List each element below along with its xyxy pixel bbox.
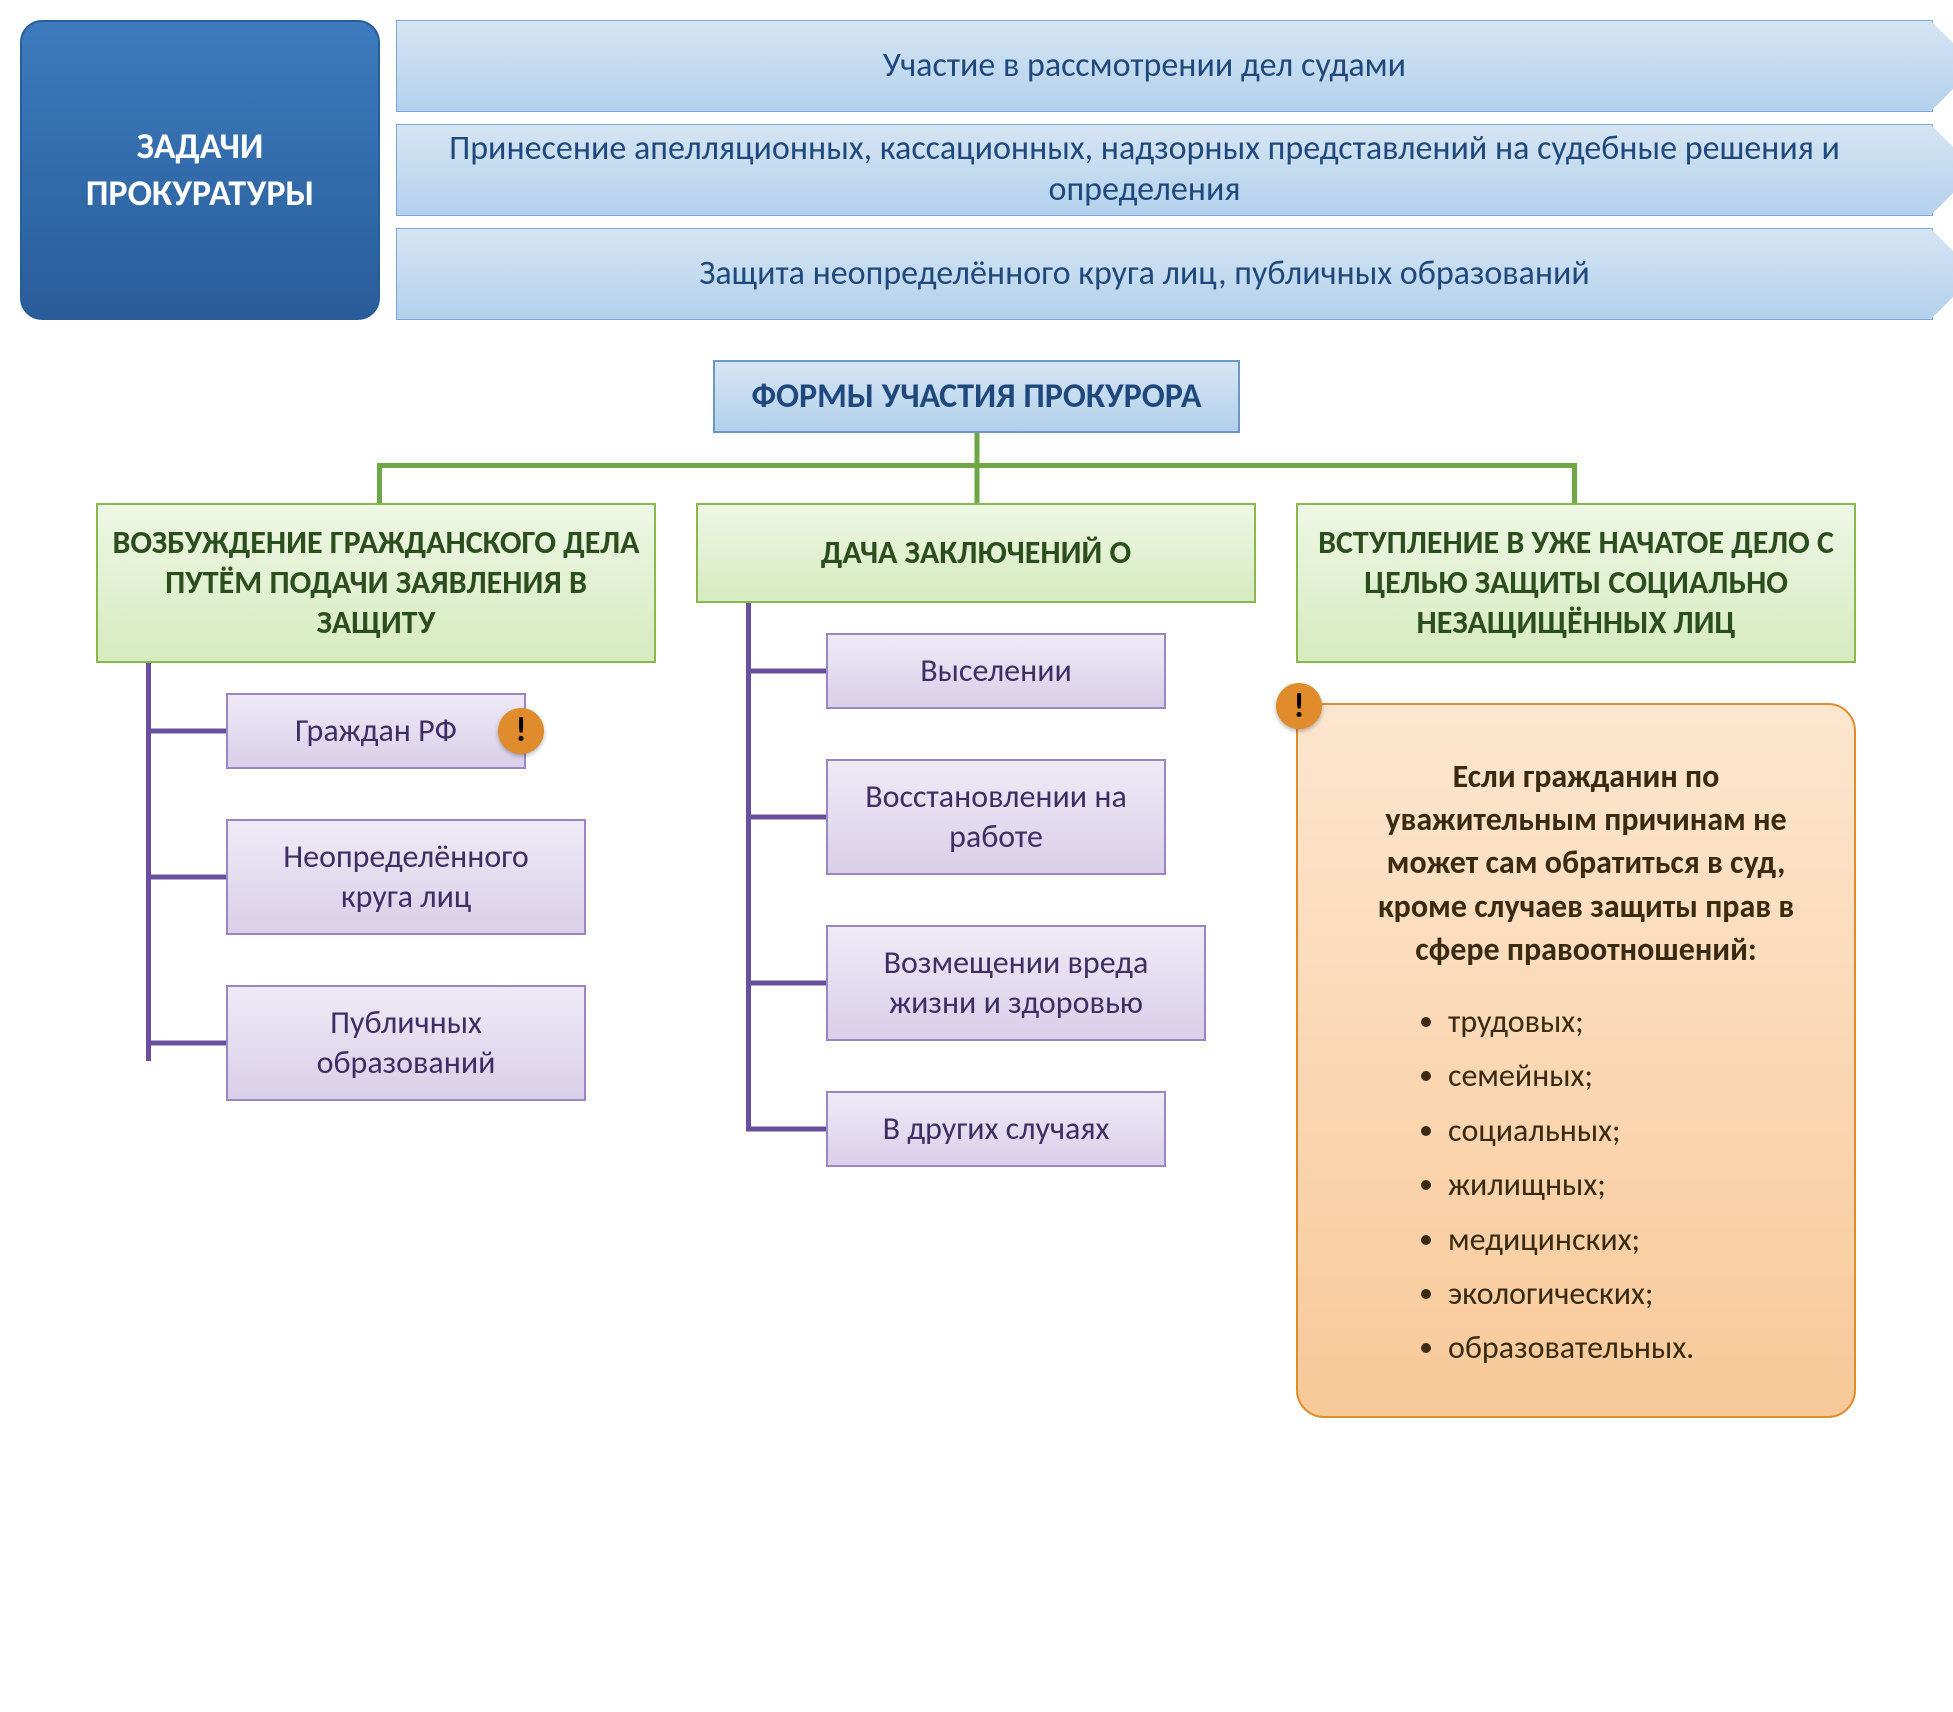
task-arrow-label: Принесение апелляционных, кассационных, … [417, 129, 1872, 211]
note-bullet: семейных; [1448, 1049, 1814, 1103]
diagram-root: ЗАДАЧИ ПРОКУРАТУРЫ Участие в рассмотрени… [20, 20, 1933, 1418]
item-label: Выселении [920, 651, 1072, 690]
item-box: Неопределённого круга лиц [226, 819, 586, 935]
note-bullet: образовательных. [1448, 1321, 1814, 1375]
tasks-title: ЗАДАЧИ ПРОКУРАТУРЫ [42, 123, 358, 217]
item-box: В других случаях [826, 1091, 1166, 1167]
forms-columns: ВОЗБУЖДЕНИЕ ГРАЖДАНСКОГО ДЕЛА ПУТЁМ ПОДА… [96, 503, 1857, 1418]
list-item: Выселении [826, 633, 1256, 709]
task-arrow-label: Защита неопределённого круга лиц, публич… [699, 254, 1590, 295]
list-item: Возмещении вреда жизни и здоровью [826, 925, 1256, 1041]
forms-header-wrap: ФОРМЫ УЧАСТИЯ ПРОКУРОРА [20, 360, 1933, 433]
column-title: ДАЧА ЗАКЛЮЧЕНИЙ О [821, 533, 1131, 573]
item-box: Восстановлении на работе [826, 759, 1166, 875]
note-box: ! Если гражданин по уважительным причина… [1296, 703, 1856, 1418]
item-label: Возмещении вреда жизни и здоровью [884, 943, 1149, 1022]
item-box: Возмещении вреда жизни и здоровью [826, 925, 1206, 1041]
column-title: ВСТУПЛЕНИЕ В УЖЕ НАЧАТОЕ ДЕЛО С ЦЕЛЬЮ ЗА… [1318, 523, 1834, 642]
task-arrow: Принесение апелляционных, кассационных, … [396, 124, 1933, 216]
item-label: Граждан РФ [295, 711, 457, 750]
task-arrow: Защита неопределённого круга лиц, публич… [396, 228, 1933, 320]
tasks-section: ЗАДАЧИ ПРОКУРАТУРЫ Участие в рассмотрени… [20, 20, 1933, 320]
alert-icon: ! [1276, 683, 1322, 729]
column-head: ВОЗБУЖДЕНИЕ ГРАЖДАНСКОГО ДЕЛА ПУТЁМ ПОДА… [96, 503, 656, 663]
note-bullet: жилищных; [1448, 1158, 1814, 1212]
list-item: Восстановлении на работе [826, 759, 1256, 875]
item-label: В других случаях [883, 1109, 1110, 1148]
column-head: ДАЧА ЗАКЛЮЧЕНИЙ О [696, 503, 1256, 603]
list-item: Неопределённого круга лиц [226, 819, 656, 935]
forms-header-label: ФОРМЫ УЧАСТИЯ ПРОКУРОРА [751, 376, 1201, 417]
item-label: Восстановлении на работе [865, 777, 1127, 856]
item-box: Публичных образований [226, 985, 586, 1101]
tasks-title-box: ЗАДАЧИ ПРОКУРАТУРЫ [20, 20, 380, 320]
forms-column: ВСТУПЛЕНИЕ В УЖЕ НАЧАТОЕ ДЕЛО С ЦЕЛЬЮ ЗА… [1296, 503, 1856, 1418]
note-bullet: трудовых; [1448, 995, 1814, 1049]
tasks-arrows: Участие в рассмотрении дел судами Принес… [396, 20, 1933, 320]
forms-column: ДАЧА ЗАКЛЮЧЕНИЙ О Выселении Восстановлен… [696, 503, 1256, 1167]
forms-connector [97, 433, 1857, 503]
list-item: Граждан РФ ! [226, 693, 656, 769]
item-label: Публичных образований [317, 1003, 496, 1082]
item-label: Неопределённого круга лиц [283, 837, 529, 916]
list-item: Публичных образований [226, 985, 656, 1101]
forms-column: ВОЗБУЖДЕНИЕ ГРАЖДАНСКОГО ДЕЛА ПУТЁМ ПОДА… [96, 503, 656, 1101]
column-title: ВОЗБУЖДЕНИЕ ГРАЖДАНСКОГО ДЕЛА ПУТЁМ ПОДА… [112, 523, 639, 642]
item-box: Выселении [826, 633, 1166, 709]
note-bullet: социальных; [1448, 1104, 1814, 1158]
column-items: Выселении Восстановлении на работе Возме… [746, 633, 1256, 1167]
alert-icon: ! [498, 708, 544, 754]
item-box: Граждан РФ ! [226, 693, 526, 769]
note-lead: Если гражданин по уважительным причинам … [1358, 755, 1814, 971]
list-item: В других случаях [826, 1091, 1256, 1167]
task-arrow-label: Участие в рассмотрении дел судами [883, 46, 1406, 87]
note-bullet: экологических; [1448, 1267, 1814, 1321]
note-bullet: медицинских; [1448, 1213, 1814, 1267]
column-items: Граждан РФ ! Неопределённого круга лиц П… [146, 693, 656, 1101]
column-head: ВСТУПЛЕНИЕ В УЖЕ НАЧАТОЕ ДЕЛО С ЦЕЛЬЮ ЗА… [1296, 503, 1856, 663]
forms-header: ФОРМЫ УЧАСТИЯ ПРОКУРОРА [713, 360, 1239, 433]
task-arrow: Участие в рассмотрении дел судами [396, 20, 1933, 112]
note-list: трудовых; семейных; социальных; жилищных… [1358, 995, 1814, 1376]
